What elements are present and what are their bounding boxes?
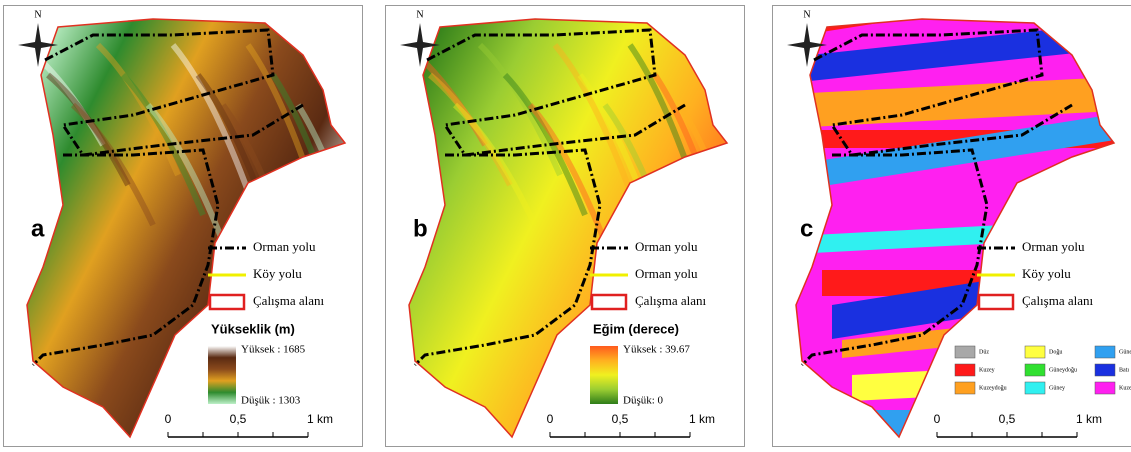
north-label: N	[34, 9, 41, 20]
legend-swatch	[592, 295, 626, 309]
class-swatch	[1095, 364, 1115, 376]
class-label: Doğu	[1049, 348, 1062, 355]
class-swatch	[955, 346, 975, 358]
legend-label: Orman yolu	[1022, 239, 1085, 254]
class-swatch	[955, 364, 975, 376]
class-swatch	[955, 382, 975, 394]
class-label: Düz	[979, 349, 989, 355]
class-label: Kuzeydoğu	[979, 384, 1007, 391]
map-panel: Nc Orman yolu Köy yolu Çalışma alanı Düz Kuze…	[772, 5, 1131, 447]
legend-title: Yükseklik (m)	[211, 321, 295, 336]
raster-texture	[705, 45, 745, 265]
panel-label: c	[800, 215, 813, 242]
legend-label: Köy yolu	[1022, 266, 1071, 281]
scale-label: 0,5	[230, 412, 247, 426]
legend-label: Çalışma alanı	[1022, 293, 1094, 308]
ramp-high: Yüksek : 39.67	[623, 344, 690, 356]
legend-label: Çalışma alanı	[635, 293, 707, 308]
figure: Na Orman yolu Köy yolu Çalışma alanı Yüksekl…	[0, 0, 1131, 452]
scale-label: 0	[934, 412, 941, 426]
scale-label: 0,5	[999, 412, 1016, 426]
legend-label: Köy yolu	[253, 266, 302, 281]
legend-label: Orman yolu	[635, 239, 698, 254]
scale-label: 1 km	[307, 412, 333, 426]
class-swatch	[1095, 346, 1115, 358]
legend-swatch	[979, 295, 1013, 309]
class-label: Güney	[1049, 385, 1065, 391]
class-swatch	[1025, 364, 1045, 376]
legend-label: Çalışma alanı	[253, 293, 325, 308]
north-label: N	[803, 9, 810, 20]
scale-label: 1 km	[1076, 412, 1102, 426]
class-label: Kuzey	[979, 367, 995, 373]
color-ramp	[208, 346, 236, 404]
class-label: Kuzeybatı	[1119, 385, 1131, 391]
map-panel: Nb Orman yolu Orman yolu Çalışma alanı Eğim …	[385, 5, 745, 447]
north-label: N	[416, 9, 423, 20]
raster-texture	[348, 75, 363, 305]
scale-label: 1 km	[689, 412, 715, 426]
raster-texture	[323, 45, 363, 265]
ramp-low: Düşük : 1303	[241, 395, 301, 407]
ramp-high: Yüksek : 1685	[241, 344, 306, 356]
color-ramp	[590, 346, 618, 404]
class-swatch	[1025, 382, 1045, 394]
legend-swatch	[210, 295, 244, 309]
class-label: Güneydoğu	[1049, 366, 1077, 373]
scale-label: 0,5	[612, 412, 629, 426]
class-label: Güneybatı	[1119, 349, 1131, 355]
class-label: Batı	[1119, 367, 1129, 373]
legend-label: Orman yolu	[253, 239, 316, 254]
map-panel: Na Orman yolu Köy yolu Çalışma alanı Yüksekl…	[3, 5, 363, 447]
panel-label: a	[31, 215, 45, 242]
class-swatch	[1095, 382, 1115, 394]
ramp-low: Düşük: 0	[623, 395, 664, 407]
legend-label: Orman yolu	[635, 266, 698, 281]
legend-title: Eğim (derece)	[593, 321, 679, 336]
scale-label: 0	[547, 412, 554, 426]
panel-label: b	[413, 215, 428, 242]
scale-label: 0	[165, 412, 172, 426]
raster-texture	[730, 75, 745, 305]
class-swatch	[1025, 346, 1045, 358]
